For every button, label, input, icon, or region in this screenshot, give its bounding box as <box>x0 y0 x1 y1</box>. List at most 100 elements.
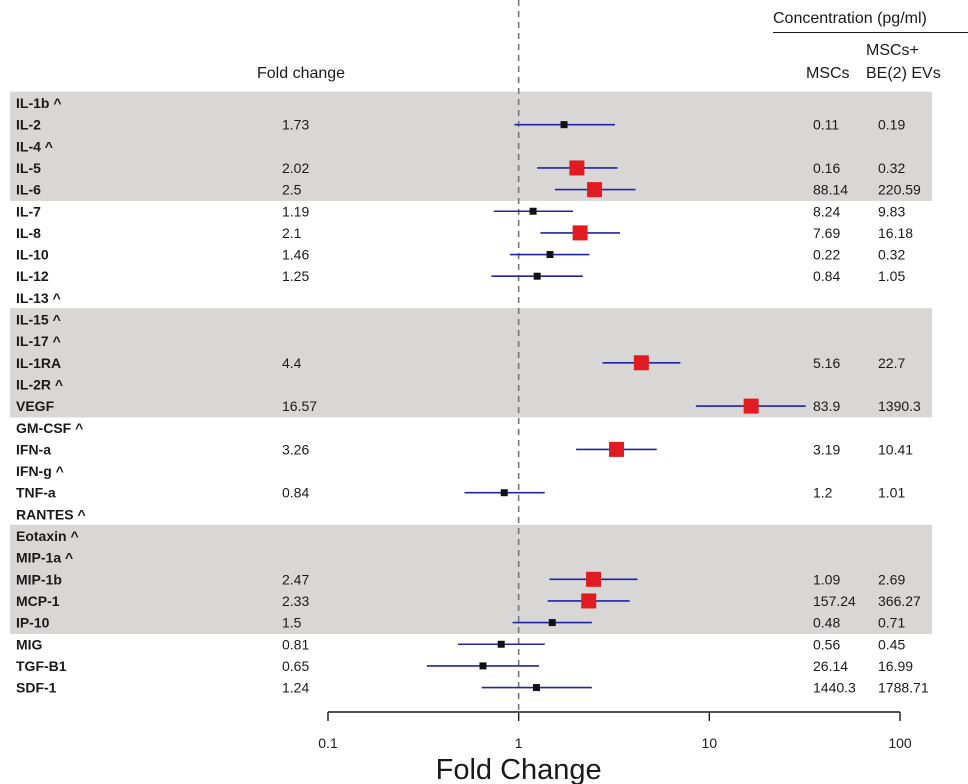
fold-change-value: 4.4 <box>282 355 302 371</box>
point-estimate <box>479 662 487 670</box>
fold-change-value: 1.5 <box>282 615 302 631</box>
point-estimate <box>548 619 556 627</box>
row-label: IL-1RA <box>16 355 61 371</box>
point-estimate-significant <box>609 441 625 457</box>
point-estimate-significant <box>743 398 759 414</box>
row-label: TNF-a <box>16 485 56 501</box>
row-label: IL-10 <box>16 247 49 263</box>
point-estimate <box>533 272 541 280</box>
x-axis-label: Fold Change <box>436 754 602 784</box>
mscs-ev-value: 1.05 <box>878 268 905 284</box>
row-label: IFN-g ^ <box>16 463 64 479</box>
mscs-ev-value: 2.69 <box>878 571 905 587</box>
row-label: IL-4 ^ <box>16 138 53 154</box>
fold-change-value: 1.73 <box>282 117 309 133</box>
row-label: IL-13 ^ <box>16 290 61 306</box>
mscs-ev-value: 22.7 <box>878 355 905 371</box>
mscs-value: 1.2 <box>813 485 833 501</box>
row-label: MCP-1 <box>16 593 60 609</box>
row-label: IFN-a <box>16 441 51 457</box>
mscs-value: 8.24 <box>813 203 840 219</box>
fold-change-value: 0.81 <box>282 636 309 652</box>
row-label: IL-15 ^ <box>16 312 61 328</box>
mscs-value: 0.22 <box>813 247 840 263</box>
fold-change-value: 1.24 <box>282 680 309 696</box>
point-estimate-significant <box>633 355 649 371</box>
fold-change-value: 0.84 <box>282 485 309 501</box>
row-label: IL-6 <box>16 182 41 198</box>
point-estimate <box>532 684 540 692</box>
row-label: MIP-1b <box>16 571 62 587</box>
mscs-value: 0.16 <box>813 160 840 176</box>
mscs-ev-value: 1788.71 <box>878 680 929 696</box>
concentration-underline <box>773 32 968 33</box>
fold-change-value: 2.33 <box>282 593 309 609</box>
x-tick-label: 10 <box>702 735 718 751</box>
point-estimate-significant <box>572 225 588 241</box>
fold-change-value: 2.47 <box>282 571 309 587</box>
fold-change-header: Fold change <box>257 65 346 82</box>
mscs-ev-header-line1: MSCs+ <box>866 42 919 59</box>
point-estimate-significant <box>569 160 585 176</box>
mscs-value: 0.56 <box>813 636 840 652</box>
row-label: Eotaxin ^ <box>16 528 79 544</box>
mscs-header: MSCs <box>806 65 850 82</box>
point-estimate <box>546 251 554 259</box>
mscs-ev-value: 0.19 <box>878 117 905 133</box>
shaded-band <box>10 524 932 634</box>
fold-change-value: 16.57 <box>282 398 317 414</box>
point-estimate <box>560 121 568 129</box>
fold-change-value: 2.5 <box>282 182 302 198</box>
shaded-band <box>10 91 932 201</box>
fold-change-value: 1.25 <box>282 268 309 284</box>
row-label: IL-8 <box>16 225 41 241</box>
row-label: IL-12 <box>16 268 49 284</box>
mscs-ev-value: 220.59 <box>878 182 921 198</box>
fold-change-value: 2.02 <box>282 160 309 176</box>
shaded-band <box>10 308 932 418</box>
mscs-ev-value: 1390.3 <box>878 398 921 414</box>
row-label: GM-CSF ^ <box>16 420 83 436</box>
point-estimate <box>529 207 537 215</box>
point-estimate-significant <box>586 571 602 587</box>
point-estimate <box>497 640 505 648</box>
x-tick-label: 1 <box>515 735 523 751</box>
fold-change-value: 0.65 <box>282 658 309 674</box>
mscs-value: 5.16 <box>813 355 840 371</box>
x-tick-label: 100 <box>888 735 912 751</box>
mscs-value: 83.9 <box>813 398 840 414</box>
mscs-ev-value: 1.01 <box>878 485 905 501</box>
mscs-ev-header-line2: BE(2) EVs <box>866 65 941 82</box>
row-label: RANTES ^ <box>16 506 86 522</box>
mscs-value: 157.24 <box>813 593 856 609</box>
mscs-value: 26.14 <box>813 658 848 674</box>
mscs-value: 7.69 <box>813 225 840 241</box>
row-label: SDF-1 <box>16 680 57 696</box>
row-label: TGF-B1 <box>16 658 67 674</box>
mscs-ev-value: 0.32 <box>878 160 905 176</box>
point-estimate-significant <box>587 182 603 198</box>
row-label: IL-17 ^ <box>16 333 61 349</box>
concentration-header: Concentration (pg/ml) <box>773 10 927 27</box>
mscs-ev-value: 10.41 <box>878 441 913 457</box>
mscs-ev-value: 16.99 <box>878 658 913 674</box>
mscs-ev-value: 16.18 <box>878 225 913 241</box>
mscs-ev-value: 0.45 <box>878 636 905 652</box>
row-label: VEGF <box>16 398 55 414</box>
row-label: IL-1b ^ <box>16 95 62 111</box>
row-label: IP-10 <box>16 615 50 631</box>
mscs-ev-value: 0.32 <box>878 247 905 263</box>
row-label: IL-2R ^ <box>16 376 63 392</box>
mscs-ev-value: 9.83 <box>878 203 905 219</box>
fold-change-value: 1.19 <box>282 203 309 219</box>
x-tick-label: 0.1 <box>318 735 338 751</box>
mscs-value: 0.48 <box>813 615 840 631</box>
mscs-value: 1.09 <box>813 571 840 587</box>
row-label: IL-2 <box>16 117 41 133</box>
point-estimate-significant <box>581 593 597 609</box>
fold-change-value: 3.26 <box>282 441 309 457</box>
row-label: IL-5 <box>16 160 41 176</box>
mscs-value: 1440.3 <box>813 680 856 696</box>
row-label: MIG <box>16 636 43 652</box>
